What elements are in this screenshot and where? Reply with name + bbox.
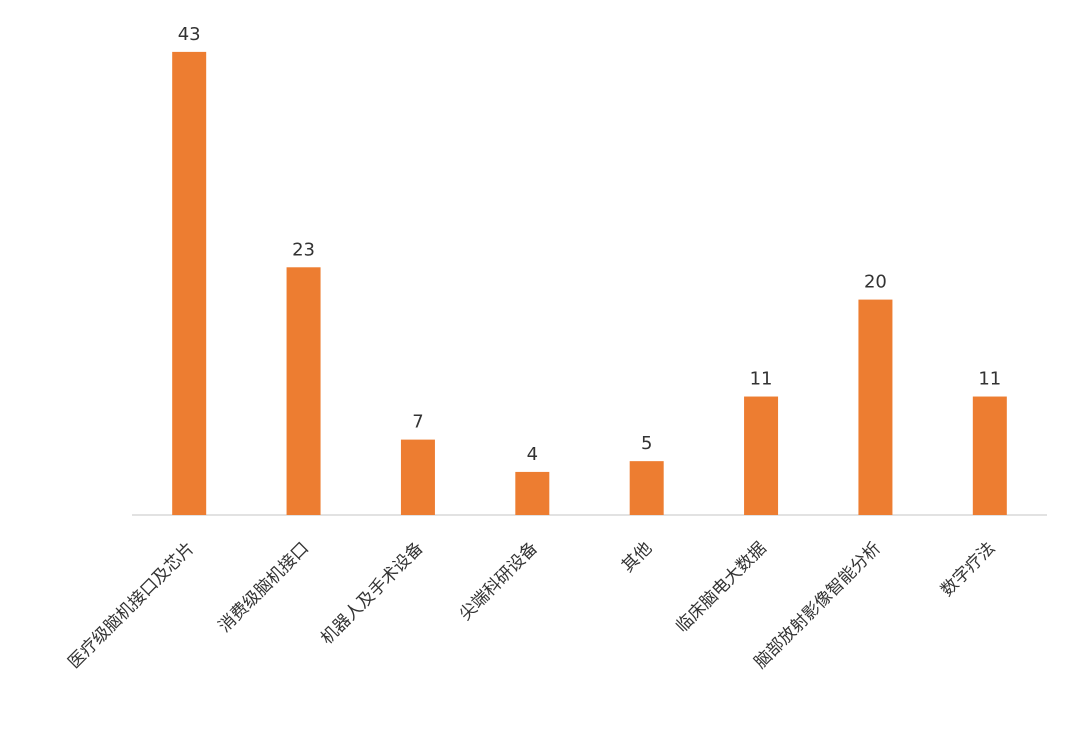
bar: [286, 267, 321, 515]
x-tick-label: 其他: [618, 538, 656, 576]
bar: [172, 51, 207, 515]
data-label: 11: [978, 369, 1001, 390]
data-label: 43: [178, 24, 201, 45]
x-tick-label: 消费级脑机接口: [215, 538, 313, 636]
bar: [972, 396, 1007, 515]
data-label: 7: [412, 412, 423, 433]
data-label: 4: [527, 444, 538, 465]
x-tick-label: 医疗级脑机接口及芯片: [64, 538, 198, 672]
bar: [858, 299, 893, 515]
bar: [400, 439, 435, 515]
bar: [515, 471, 550, 515]
data-label: 23: [292, 239, 315, 260]
x-tick-label: 机器人及手术设备: [317, 538, 427, 648]
data-label: 20: [864, 272, 887, 293]
x-tick-label: 数字疗法: [937, 538, 999, 600]
data-label: 5: [641, 433, 652, 454]
x-tick-label: 脑部放射影像智能分析: [751, 538, 885, 672]
data-label: 11: [750, 369, 773, 390]
x-tick-label: 临床脑电大数据: [672, 538, 770, 636]
bar: [629, 461, 664, 515]
x-tick-label: 尖端科研设备: [456, 538, 542, 624]
bar: [744, 396, 779, 515]
